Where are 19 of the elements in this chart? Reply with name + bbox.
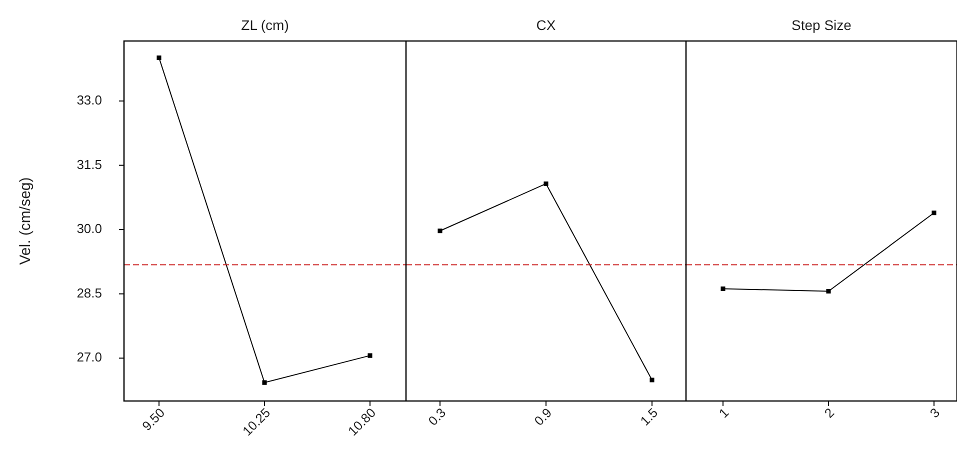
x-tick-label: 9.50 [139,405,168,434]
point [262,380,267,385]
y-tick-label: 31.5 [76,156,102,172]
x-tick-label: 1 [716,405,732,421]
chart-title: CX [536,16,556,33]
chart-title: ZL (cm) [241,16,289,33]
point [156,55,162,60]
y-axis-title: Vel. (cm/seg) [17,177,34,265]
y-tick-label: 30.0 [76,221,102,236]
x-tick-label: 1.5 [637,405,661,428]
point [368,353,372,358]
x-tick-label: 0.9 [531,405,555,428]
y-tick-label: 28.5 [76,285,102,300]
x-tick-label: 2 [821,405,838,421]
x-tick-label: 3 [926,405,943,421]
chart-title: Step Size [792,16,852,33]
x-tick-label: 0.3 [425,405,449,428]
y-tick-label: 33.0 [76,92,102,108]
y-tick-label: 27.0 [76,350,102,365]
